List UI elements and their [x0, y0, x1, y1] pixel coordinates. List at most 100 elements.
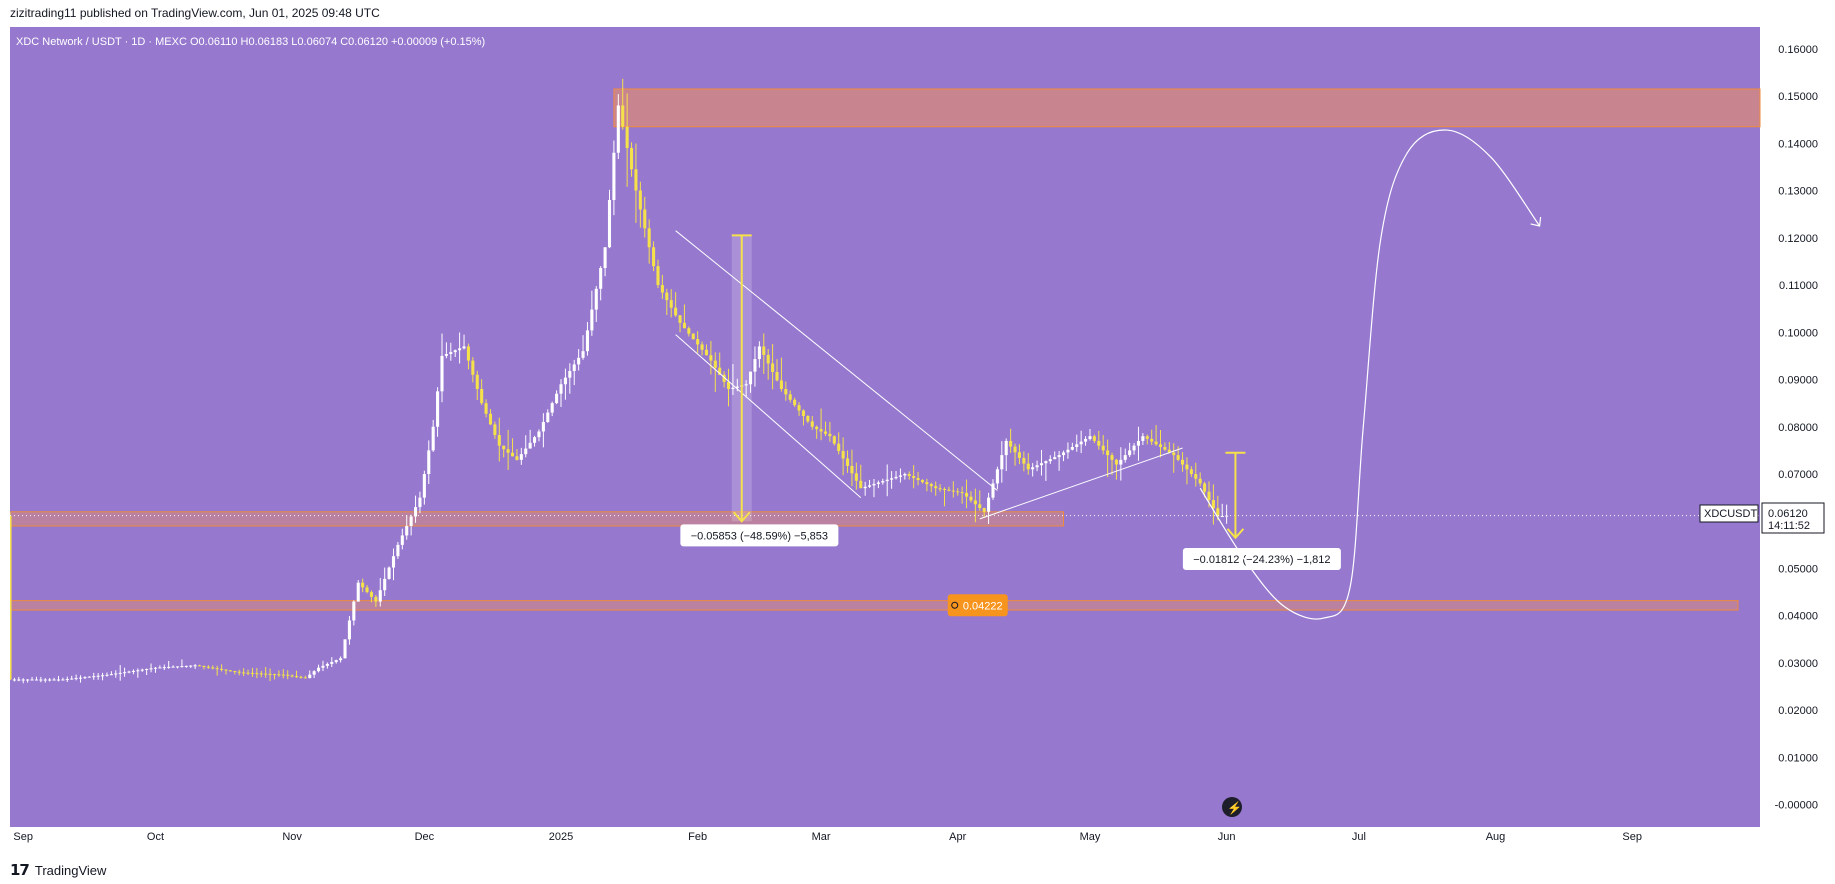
candle [929, 482, 933, 493]
candle [131, 669, 135, 675]
candle-body [801, 410, 805, 416]
candle-body [744, 384, 748, 386]
candle-body [700, 344, 704, 350]
candle-body [413, 507, 418, 517]
candle [599, 266, 603, 301]
candle-body [484, 403, 488, 414]
candle [868, 479, 872, 488]
candle-body [405, 525, 409, 536]
candle [779, 357, 783, 392]
candle-body [594, 288, 598, 310]
candle-body [184, 665, 188, 667]
candle [652, 241, 656, 272]
candle [153, 667, 158, 673]
candle-body [788, 394, 792, 400]
candle [246, 669, 250, 676]
candle [237, 669, 241, 676]
candle [1031, 463, 1035, 477]
candle-body [453, 350, 457, 353]
tradingview-footer[interactable]: 𝟭𝟳 TradingView [10, 860, 106, 880]
candle-body [109, 674, 113, 676]
candle-body [1084, 438, 1088, 442]
candle [198, 664, 202, 667]
candle-body [1066, 449, 1070, 453]
candle-body [180, 666, 184, 668]
candle [83, 676, 87, 680]
candle-body [757, 346, 761, 360]
candle [590, 290, 594, 336]
candle-body [497, 435, 501, 446]
candle-body [634, 169, 638, 191]
x-tick-label: Jun [1218, 831, 1236, 843]
candle [938, 484, 942, 492]
rising-trendline [979, 447, 1183, 520]
candle [21, 678, 25, 684]
candle [656, 259, 660, 289]
candle [255, 667, 259, 679]
candle-body [1185, 464, 1189, 470]
candle [771, 344, 775, 390]
candle-body [837, 443, 841, 452]
candle [502, 445, 506, 458]
candle-body [722, 374, 726, 382]
y-tick-label: 0.03000 [1778, 658, 1818, 670]
candle-body [577, 357, 581, 365]
candle-body [907, 474, 911, 477]
candle [1194, 462, 1198, 487]
candle [1176, 446, 1180, 462]
candle-body [929, 484, 933, 487]
candle-body [546, 412, 550, 423]
candle-body [1207, 491, 1211, 500]
candle-body [890, 478, 894, 480]
candle-body [771, 363, 775, 372]
price-axis-background [1760, 27, 1825, 847]
y-tick-label: 0.08000 [1778, 422, 1818, 434]
candle [268, 668, 272, 682]
candle [559, 379, 563, 407]
candle-body [784, 388, 788, 395]
candle-body [347, 620, 351, 640]
candle [907, 471, 911, 480]
candle [960, 486, 964, 504]
candle [101, 672, 105, 681]
candle-body [506, 449, 510, 453]
candle [753, 346, 757, 387]
candle [563, 368, 567, 400]
candle [585, 321, 589, 356]
price-chart[interactable]: −0.05853 (−48.59%) −5,853 −0.01812 (−24.2… [8, 27, 1825, 847]
candle [1022, 451, 1026, 472]
candle [61, 677, 65, 681]
candle-body [1172, 452, 1176, 456]
candle [1216, 495, 1220, 521]
candle-body [303, 677, 307, 679]
candle-body [259, 673, 263, 675]
candle-body [550, 403, 554, 413]
candle-body [189, 665, 193, 667]
y-tick-label: 0.09000 [1778, 375, 1818, 387]
candle-body [1181, 459, 1185, 465]
candle [140, 668, 144, 672]
candle [484, 399, 488, 418]
candle-body [766, 354, 770, 364]
projection-curve [1199, 129, 1541, 620]
candle [1189, 466, 1193, 478]
candle-body [868, 485, 872, 487]
candle [497, 417, 501, 462]
candle-body [1141, 436, 1145, 441]
candle [700, 341, 704, 356]
candle-body [656, 266, 660, 286]
candle [1123, 448, 1127, 463]
candle [356, 580, 360, 602]
candle [629, 142, 634, 177]
candle [916, 471, 920, 486]
candle-body [462, 346, 466, 349]
lightning-icon[interactable]: ⚡ [1222, 797, 1242, 817]
candle-body [793, 399, 797, 406]
candle-body [687, 328, 691, 334]
candle [903, 472, 907, 480]
candle [449, 342, 453, 361]
measure-label: −0.01812 (−24.23%) −1,812 [1193, 554, 1330, 566]
chart-area[interactable]: −0.05853 (−48.59%) −5,853 −0.01812 (−24.2… [8, 27, 1825, 847]
candle [951, 481, 955, 498]
candle [898, 468, 902, 483]
